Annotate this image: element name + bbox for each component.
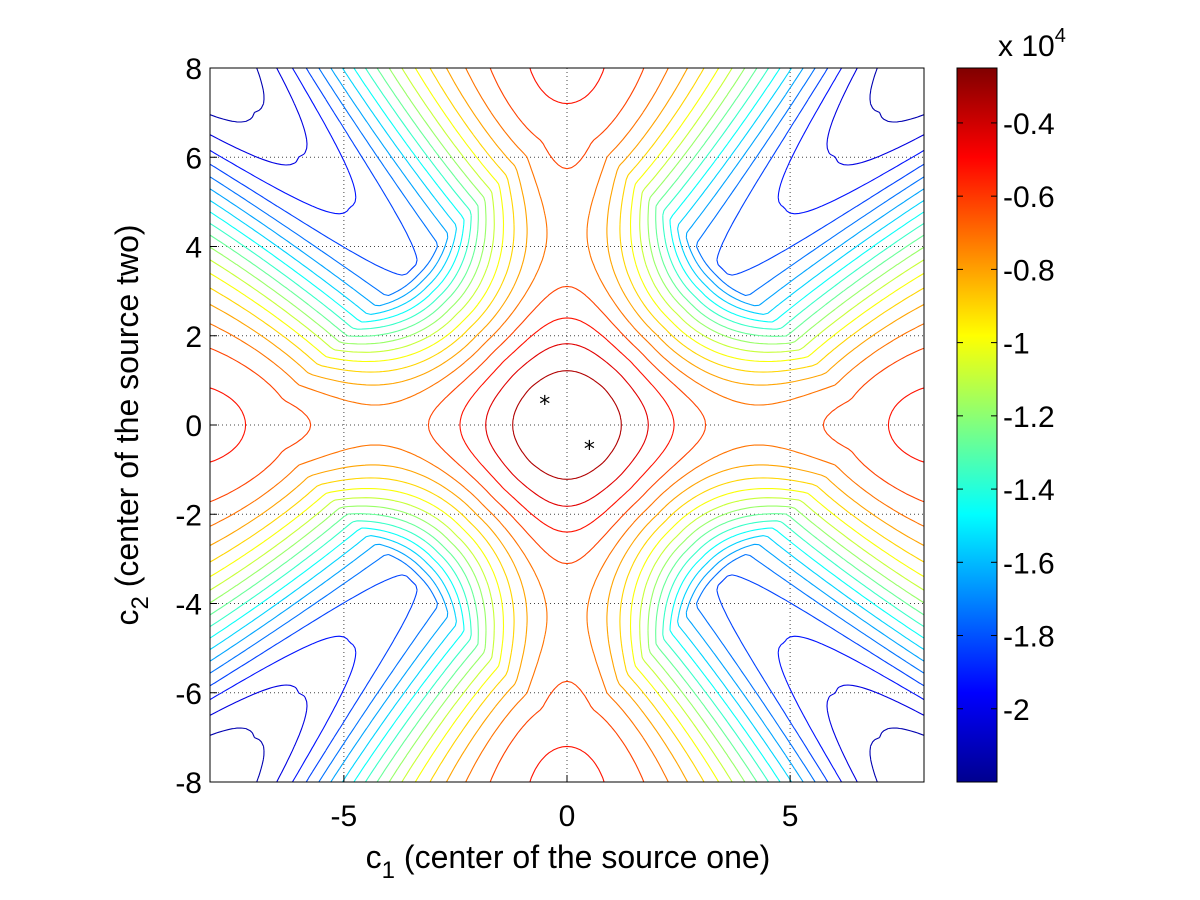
y-tick-label: 2: [185, 321, 202, 354]
contour-level: [210, 68, 924, 782]
contour-level: [485, 343, 649, 507]
contour-level: [210, 68, 924, 782]
minimum-marker: *: [584, 437, 595, 462]
contour-level: [210, 68, 924, 782]
x-axis-label: c1 (center of the source one): [366, 839, 771, 884]
contour-level: [210, 68, 924, 782]
colorbar-ticks: -2 -1.8 -1.6 -1.4 -1.2 -1 -0.8 -0.6 -0.4: [957, 108, 1055, 727]
y-axis-ticks: -8 -6 -4 -2 0 2 4 6 8: [175, 53, 217, 800]
contour-level: [210, 68, 924, 782]
colorbar-tick-label: -1.6: [1003, 547, 1055, 580]
grid-lines: [210, 67, 924, 783]
contour-level: [210, 68, 924, 782]
y-tick-label: -2: [175, 499, 202, 532]
colorbar-tick-label: -1.8: [1003, 621, 1055, 654]
x-tick-label: 5: [782, 800, 799, 833]
y-tick-label: -8: [175, 767, 202, 800]
contour-level: [512, 370, 622, 480]
colorbar-tick-label: -1.4: [1003, 474, 1055, 507]
colorbar-tick-label: -0.4: [1003, 108, 1055, 141]
contour-level: [210, 68, 924, 782]
contour-level: [210, 68, 924, 782]
y-tick-label: 8: [185, 53, 202, 86]
y-tick-label: 4: [185, 232, 202, 265]
y-tick-label: -6: [175, 678, 202, 711]
y-axis-label: c2 (center of the source two): [109, 224, 154, 625]
contour-level: [210, 68, 924, 782]
contour-level: [210, 68, 924, 782]
x-tick-label: -5: [331, 800, 358, 833]
colorbar-tick-label: -1: [1003, 328, 1030, 361]
y-tick-label: 0: [185, 410, 202, 443]
y-tick-label: 6: [185, 142, 202, 175]
x-tick-label: 0: [559, 800, 576, 833]
colorbar-tick-label: -0.6: [1003, 181, 1055, 214]
colorbar-tick-label: -2: [1003, 694, 1030, 727]
minimum-markers: **: [539, 393, 595, 463]
contour-level: [210, 68, 924, 782]
x-axis-ticks: -5 0 5: [331, 775, 799, 833]
contour-level: [210, 68, 924, 782]
minimum-marker: *: [539, 393, 550, 418]
colorbar-tick-label: -0.8: [1003, 254, 1055, 287]
colorbar-tick-label: -1.2: [1003, 401, 1055, 434]
contour-lines: [210, 68, 924, 782]
contour-level: [210, 68, 924, 782]
colorbar: [956, 67, 998, 783]
colorbar-exponent: x 104: [998, 25, 1066, 63]
y-tick-label: -4: [175, 589, 202, 622]
contour-level: [210, 68, 924, 782]
contour-level: [210, 68, 924, 782]
